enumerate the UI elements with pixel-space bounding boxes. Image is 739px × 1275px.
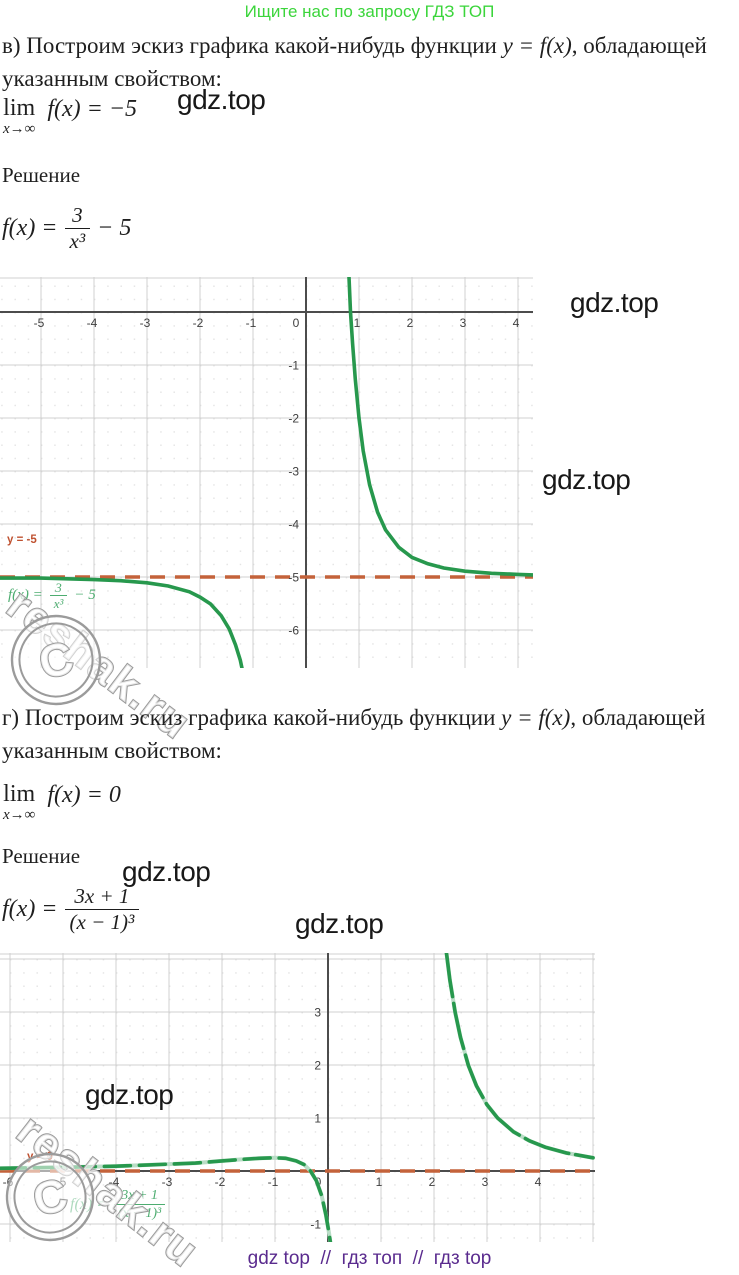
lim-subscript: x→∞ bbox=[3, 807, 36, 823]
y-tick-label: 2 bbox=[314, 1059, 321, 1073]
task-v-line1: в) Построим эскиз графика какой-нибудь ф… bbox=[2, 33, 707, 58]
x-tick-label: -2 bbox=[193, 316, 204, 330]
curve-left-branch bbox=[0, 576, 244, 668]
minor-grid bbox=[0, 277, 533, 668]
y-tick-label: 3 bbox=[314, 1006, 321, 1020]
asymptote-label: y = -5 bbox=[7, 534, 37, 546]
x-tick-label: 3 bbox=[460, 316, 467, 330]
gdz-watermark: gdz.top bbox=[122, 856, 211, 887]
axes: y = -5 bbox=[0, 277, 533, 668]
x-tick-label: 3 bbox=[482, 1175, 489, 1189]
formula-v: f(x) = 3 x³ − 5 bbox=[2, 203, 131, 254]
y-tick-label: -6 bbox=[288, 624, 299, 638]
solution-label-g: Решение bbox=[2, 844, 81, 868]
curve-left-branch bbox=[0, 1155, 333, 1242]
formula-tail: − 5 bbox=[97, 215, 132, 241]
y-tick-label: -2 bbox=[288, 412, 299, 426]
reshak-watermark: reshak.ru C bbox=[0, 579, 201, 750]
y-tick-label: -4 bbox=[288, 518, 299, 532]
x-tick-label: 4 bbox=[535, 1175, 542, 1189]
grid-major bbox=[0, 953, 595, 1242]
fraction: 3 x³ bbox=[64, 203, 91, 254]
x-tick-label: -6 bbox=[3, 1175, 14, 1189]
gdz-watermark: gdz.top bbox=[542, 464, 631, 495]
lim-operator: lim bbox=[3, 95, 36, 121]
y-tick-label: 1 bbox=[314, 1112, 321, 1126]
reshak-watermark: reshak.ru C bbox=[5, 1104, 209, 1275]
lim-expression: f(x) = 0 bbox=[47, 782, 121, 808]
graph-limit-minus5: y = -5 -5 -4 -3 -2 -1 0 1 2 3 4 -1 -2 -3 -4 -5 -6 bbox=[0, 277, 533, 668]
x-tick-label: -1 bbox=[246, 316, 257, 330]
y-tick-label: -1 bbox=[288, 359, 299, 373]
x-tick-label: -4 bbox=[87, 316, 98, 330]
copyright-icon: C bbox=[5, 1152, 95, 1242]
x-tick-label: -5 bbox=[34, 316, 45, 330]
lim-operator: lim bbox=[3, 781, 36, 807]
y-tick-label: -1 bbox=[310, 1218, 321, 1232]
graph1-curve-label: f(x) = 3 x³ − 5 bbox=[8, 580, 96, 611]
limit-v: lim x→∞ f(x) = −5 bbox=[3, 96, 137, 137]
gdz-watermark: gdz.top bbox=[570, 287, 659, 318]
minor-grid bbox=[0, 953, 595, 1242]
footer-banner: gdz top // гдз топ // гдз top bbox=[247, 1248, 492, 1269]
x-tick-label: -3 bbox=[162, 1175, 173, 1189]
lim-subscript: x→∞ bbox=[3, 121, 36, 137]
task-v-line2: указанным свойством: bbox=[2, 66, 222, 91]
solution-label-v: Решение bbox=[2, 163, 81, 187]
x-tick-label: 2 bbox=[407, 316, 414, 330]
x-tick-label: -3 bbox=[140, 316, 151, 330]
promo-banner: Ищите нас по запросу ГДЗ ТОП bbox=[244, 2, 495, 21]
formula-lhs: f(x) = bbox=[2, 215, 58, 241]
x-tick-label: 4 bbox=[513, 316, 520, 330]
task-v-text: в) Построим эскиз графика какой-нибудь ф… bbox=[2, 29, 739, 95]
copyright-icon: C bbox=[10, 614, 102, 706]
gdz-watermark: gdz.top bbox=[85, 1079, 174, 1110]
x-tick-label: 0 bbox=[293, 316, 300, 330]
lim-expression: f(x) = −5 bbox=[47, 96, 138, 122]
x-tick-label: -4 bbox=[109, 1175, 120, 1189]
x-tick-label: 1 bbox=[376, 1175, 383, 1189]
task-g-line2: указанным свойством: bbox=[2, 738, 222, 763]
limit-g: lim x→∞ f(x) = 0 bbox=[3, 782, 121, 823]
y-tick-label: -3 bbox=[288, 465, 299, 479]
x-tick-label: 1 bbox=[354, 316, 361, 330]
curve-right-branch bbox=[347, 277, 533, 577]
task-g-line1: г) Построим эскиз графика какой-нибудь ф… bbox=[2, 705, 706, 730]
gdz-watermark: gdz.top bbox=[295, 908, 384, 939]
task-g-text: г) Построим эскиз графика какой-нибудь ф… bbox=[2, 701, 739, 767]
fraction: 3x + 1 (x − 1)³ bbox=[64, 884, 140, 935]
formula-lhs: f(x) = bbox=[2, 896, 58, 922]
formula-g: f(x) = 3x + 1 (x − 1)³ bbox=[2, 884, 146, 935]
x-tick-label: -2 bbox=[215, 1175, 226, 1189]
x-tick-label: 2 bbox=[429, 1175, 436, 1189]
grid-major bbox=[0, 277, 533, 668]
gdz-watermark: gdz.top bbox=[177, 84, 266, 115]
y-tick-label: -5 bbox=[288, 571, 299, 585]
x-tick-label: -1 bbox=[268, 1175, 279, 1189]
tick-labels: -5 -4 -3 -2 -1 0 1 2 3 4 -1 -2 -3 -4 -5 -6 bbox=[34, 316, 520, 638]
curve-right-branch bbox=[444, 953, 595, 1160]
